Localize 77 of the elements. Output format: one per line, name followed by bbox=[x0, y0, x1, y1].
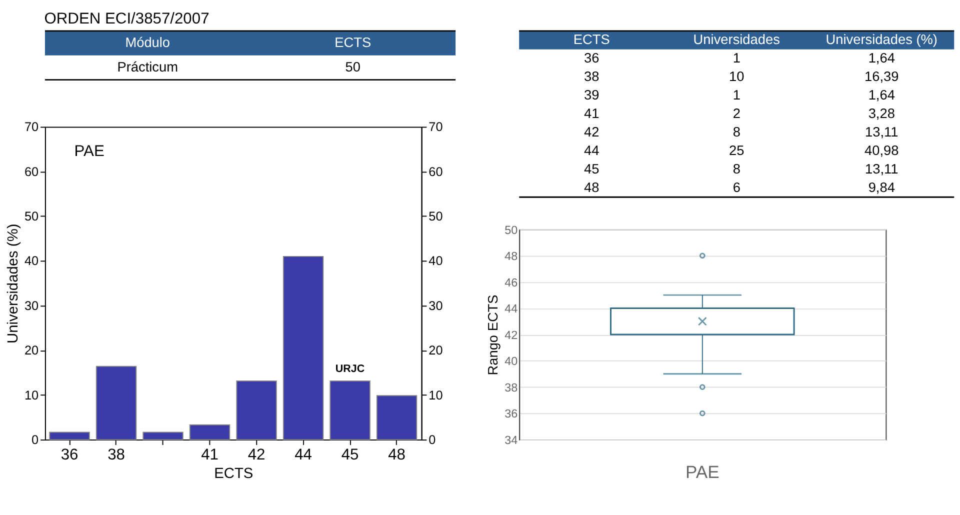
y-tick-label: 40 bbox=[504, 355, 518, 368]
y-axis-title: Universidades (%) bbox=[6, 224, 22, 344]
x-tick-label: 42 bbox=[248, 446, 266, 464]
category-label: ECTS bbox=[573, 32, 610, 48]
bar bbox=[96, 366, 137, 440]
text: 13,11 bbox=[865, 161, 898, 176]
text: 2 bbox=[732, 106, 740, 121]
text: 1 bbox=[732, 50, 740, 66]
x-tick-label: 36 bbox=[60, 446, 78, 464]
y-tick-label: 50 bbox=[504, 224, 518, 237]
y-tick-label: 36 bbox=[504, 408, 518, 421]
bar bbox=[142, 432, 184, 440]
y-tick-label: 50 bbox=[24, 210, 39, 224]
y-tick-label: 70 bbox=[24, 120, 39, 134]
text: 8 bbox=[732, 124, 741, 140]
text: 41 bbox=[584, 106, 600, 121]
x-tick-label: 44 bbox=[294, 446, 312, 464]
y2-tick-label: 70 bbox=[428, 120, 443, 134]
annotation: PAE bbox=[74, 143, 104, 160]
text: 1,64 bbox=[868, 87, 896, 102]
text: 45 bbox=[584, 161, 600, 176]
category-label: Universidades bbox=[693, 32, 780, 48]
y-tick-label: 10 bbox=[24, 388, 39, 402]
y-tick-label: 42 bbox=[504, 328, 518, 342]
category-label: ECTS bbox=[334, 35, 372, 50]
y-axis-title: Rango ECTS bbox=[486, 294, 501, 376]
text: 36 bbox=[584, 50, 600, 66]
category-label: Módulo bbox=[125, 35, 170, 50]
bar bbox=[49, 432, 90, 440]
y-tick-label: 30 bbox=[24, 298, 39, 313]
text: 13,11 bbox=[865, 124, 898, 140]
y-tick-label: 60 bbox=[24, 164, 39, 179]
text: 10 bbox=[729, 69, 745, 84]
y2-tick-label: 60 bbox=[428, 164, 443, 179]
bar bbox=[282, 256, 324, 440]
y-tick-label: 40 bbox=[24, 254, 39, 268]
text: 50 bbox=[345, 60, 361, 75]
text: 48 bbox=[584, 180, 600, 195]
text: 25 bbox=[729, 142, 745, 158]
text: 16,39 bbox=[864, 69, 899, 84]
text: 42 bbox=[584, 124, 600, 140]
text: 38 bbox=[584, 69, 600, 84]
y-tick-label: 38 bbox=[504, 381, 518, 394]
y-tick-label: 46 bbox=[504, 276, 518, 290]
text: ORDEN ECI/3857/2007 bbox=[44, 10, 210, 28]
bar bbox=[189, 424, 230, 440]
y2-tick-label: 10 bbox=[428, 388, 443, 402]
text: 44 bbox=[584, 142, 600, 158]
text: 1,64 bbox=[868, 50, 896, 66]
y-tick-label: 20 bbox=[24, 344, 39, 358]
text: 40,98 bbox=[864, 142, 900, 158]
y2-tick-label: 30 bbox=[428, 298, 443, 313]
y-tick-label: 34 bbox=[504, 434, 518, 447]
y-tick-label: 44 bbox=[504, 302, 518, 316]
text: 6 bbox=[732, 180, 740, 195]
x-axis-title: ECTS bbox=[214, 466, 254, 482]
bar bbox=[236, 380, 277, 440]
annotation: URJC bbox=[335, 363, 365, 376]
y-tick-label: 0 bbox=[32, 432, 39, 447]
y2-tick-label: 0 bbox=[428, 432, 436, 447]
y2-tick-label: 20 bbox=[428, 344, 443, 358]
x-tick-label: 48 bbox=[388, 446, 406, 464]
text: 3,28 bbox=[868, 106, 896, 121]
text: 39 bbox=[584, 87, 600, 102]
category-label: Universidades (%) bbox=[826, 32, 938, 48]
text: 8 bbox=[732, 161, 741, 176]
x-tick-label: 38 bbox=[108, 446, 126, 464]
text: Prácticum bbox=[117, 60, 178, 75]
text: 9,84 bbox=[868, 180, 896, 195]
x-tick-label: 41 bbox=[201, 446, 218, 464]
y2-tick-label: 50 bbox=[428, 210, 443, 224]
bar bbox=[376, 395, 418, 440]
bar bbox=[330, 380, 370, 440]
y-tick-label: 48 bbox=[504, 250, 518, 264]
text: 1 bbox=[732, 87, 740, 102]
y2-tick-label: 40 bbox=[428, 254, 443, 268]
x-tick-label: 45 bbox=[341, 446, 360, 464]
